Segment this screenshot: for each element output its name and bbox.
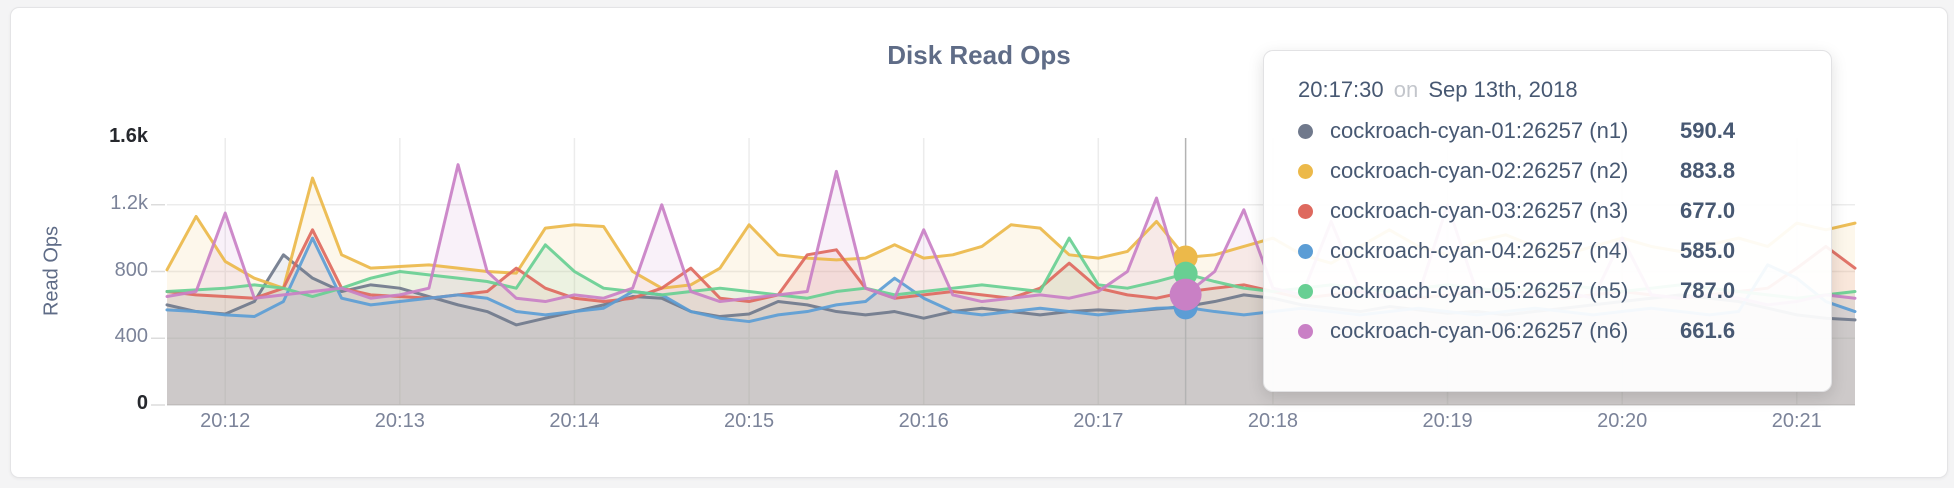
x-tick-label: 20:15	[724, 410, 775, 432]
tooltip-series-row: cockroach-cyan-03:26257 (n3) 677.0	[1264, 191, 1831, 231]
tooltip-series-row: cockroach-cyan-02:26257 (n2) 883.8	[1264, 151, 1831, 191]
x-tick-label: 20:20	[1597, 410, 1648, 432]
series-color-dot-icon	[1298, 123, 1313, 139]
tooltip-header: 20:17:30 on Sep 13th, 2018	[1264, 51, 1831, 111]
y-tick-label: 1.6k	[109, 125, 148, 147]
tooltip-series-value: 585.0	[1680, 238, 1736, 263]
y-tick-label: 1.2k	[110, 191, 148, 214]
x-tick-label: 20:14	[549, 410, 600, 432]
tooltip-series-name: cockroach-cyan-03:26257 (n3)	[1330, 198, 1629, 223]
x-tick-label: 20:16	[898, 410, 949, 432]
tooltip-series-value: 787.0	[1680, 278, 1736, 303]
series-color-dot-icon	[1298, 243, 1313, 259]
x-tick-label: 20:18	[1247, 410, 1298, 432]
series-color-dot-icon	[1298, 283, 1313, 299]
series-color-dot-icon	[1298, 203, 1313, 219]
y-tick-label: 0	[136, 392, 148, 414]
tooltip-series-value: 883.8	[1680, 158, 1736, 183]
tooltip-series-value: 661.6	[1680, 318, 1736, 343]
hover-point-dot-n5	[1173, 261, 1198, 286]
tooltip-series-value: 677.0	[1680, 198, 1736, 223]
tooltip-series-value: 590.4	[1680, 118, 1736, 143]
chart-title: Disk Read Ops	[887, 40, 1071, 70]
x-tick-label: 20:12	[200, 410, 251, 432]
tooltip-series-name: cockroach-cyan-05:26257 (n5)	[1330, 278, 1629, 303]
tooltip-series-row: cockroach-cyan-06:26257 (n6) 661.6	[1264, 311, 1831, 351]
tooltip-series-name: cockroach-cyan-01:26257 (n1)	[1330, 118, 1629, 143]
series-color-dot-icon	[1298, 163, 1313, 179]
tooltip-series-row: cockroach-cyan-05:26257 (n5) 787.0	[1264, 271, 1831, 311]
tooltip-series-name: cockroach-cyan-06:26257 (n6)	[1330, 318, 1629, 343]
tooltip-rows: cockroach-cyan-01:26257 (n1) 590.4 cockroa…	[1264, 111, 1831, 351]
x-tick-label: 20:19	[1422, 410, 1473, 432]
x-tick-label: 20:21	[1771, 410, 1822, 432]
x-tick-label: 20:17	[1073, 410, 1124, 432]
series-color-dot-icon	[1298, 323, 1313, 339]
tooltip-date: Sep 13th, 2018	[1428, 77, 1578, 102]
tooltip-series-row: cockroach-cyan-04:26257 (n4) 585.0	[1264, 231, 1831, 271]
y-tick-label: 800	[114, 258, 148, 281]
tooltip-time: 20:17:30	[1298, 77, 1384, 102]
x-tick-label: 20:13	[374, 410, 425, 432]
hover-point-dot-n6	[1169, 278, 1202, 311]
tooltip-on-word: on	[1393, 77, 1419, 102]
hover-tooltip: 20:17:30 on Sep 13th, 2018 cockroach-cya…	[1263, 50, 1832, 392]
tooltip-series-row: cockroach-cyan-01:26257 (n1) 590.4	[1264, 111, 1831, 151]
tooltip-series-name: cockroach-cyan-04:26257 (n4)	[1330, 238, 1629, 263]
tooltip-series-name: cockroach-cyan-02:26257 (n2)	[1330, 158, 1629, 183]
y-tick-label: 400	[114, 325, 148, 348]
